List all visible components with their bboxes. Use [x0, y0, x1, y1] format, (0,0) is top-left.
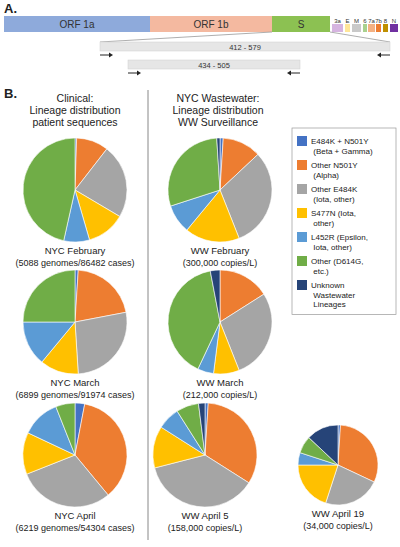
pie-slice: Other (D614G, etc.) [56, 403, 75, 455]
divider [148, 90, 149, 540]
column-header: Clinical: [57, 92, 94, 104]
pie-slice: Other (D614G, etc.) [168, 271, 220, 369]
pie: E484K + N501Y (Beta + Gamma)Other N501Y … [23, 270, 127, 374]
pie: E484K + N501Y (Beta + Gamma)Other N501Y … [23, 138, 127, 242]
pie: E484K + N501Y (Beta + Gamma)Other N501Y … [23, 403, 127, 507]
gene-label: E [345, 18, 349, 24]
gene-label: ORF 1a [59, 19, 94, 30]
pie-slice: Other (D614G, etc.) [23, 138, 75, 241]
gene-box [345, 24, 350, 32]
pie-subtitle: (6899 genomes/91974 cases) [15, 390, 134, 400]
gene-box [352, 24, 361, 32]
gene-label: 6 [363, 18, 367, 24]
pie: Other N501Y (Alpha)Other E484K (Iota, ot… [168, 270, 272, 374]
pie-slice: L452R (Epsilon, Iota, other) [23, 322, 75, 362]
legend-swatch [297, 136, 307, 146]
primer [128, 73, 138, 74]
legend-entry: Other (D614G, etc.) [311, 257, 363, 276]
background [0, 0, 400, 547]
zoom-line [330, 32, 390, 42]
gene-box [390, 24, 398, 32]
pie-subtitle: (212,000 copies/L) [183, 390, 258, 400]
panel-label: A. [4, 1, 17, 16]
pie-slice: S477N (Iota, other) [298, 465, 338, 503]
legend-entry: S477N (Iota, other) [311, 209, 356, 228]
legend-entry: Unknown Wastewater Lineages [311, 281, 355, 309]
gene-box [376, 24, 381, 32]
column-header: Lineage distribution [172, 104, 263, 116]
pie-slice: Unknown Wastewater Lineages [198, 403, 205, 455]
gene-label: N [392, 18, 396, 24]
gene-box [383, 24, 388, 32]
column-header: NYC Wastewater: [176, 92, 259, 104]
gene-label: S [298, 19, 305, 30]
legend-entry: Other N501Y (Alpha) [311, 161, 358, 180]
pie-subtitle: (300,000 copies/L) [183, 258, 258, 268]
legend-box [292, 128, 396, 315]
column-header: WW Surveillance [178, 116, 258, 128]
gene-box [272, 16, 330, 32]
gene-label: 8 [384, 18, 388, 24]
pie-title: WW April 5 [182, 510, 229, 521]
pie-title: WW February [191, 245, 250, 256]
primer-head [109, 53, 113, 58]
pie-slice: Other (D614G, etc.) [23, 270, 75, 322]
gene-label: 3a [334, 18, 341, 24]
pie-slice: Other (D614G, etc.) [168, 138, 220, 206]
pie-subtitle: (34,000 copies/L) [303, 521, 373, 531]
pie-slice: Unknown Wastewater Lineages [309, 425, 338, 465]
legend-swatch [297, 232, 307, 242]
legend-entry: L452R (Epsilon, Iota, other) [311, 233, 368, 252]
gene-box [332, 24, 343, 32]
gene-box [368, 24, 375, 32]
pie-slice: Other (D614G, etc.) [177, 403, 205, 455]
amplicon-label: 434 - 505 [198, 61, 230, 70]
gene-label: 7b [375, 18, 382, 24]
pie-slice: Unknown Wastewater Lineages [210, 270, 220, 322]
zoom-line [100, 32, 272, 42]
pie: E484K + N501Y (Beta + Gamma)Other N501Y … [298, 425, 378, 505]
primer [100, 55, 110, 56]
pie-title: NYC April [54, 510, 95, 521]
legend-swatch [297, 160, 307, 170]
legend: E484K + N501Y (Beta + Gamma) Other N501Y … [292, 128, 396, 315]
legend-entry: E484K + N501Y (Beta + Gamma) [311, 137, 373, 156]
pie-slice: Unknown Wastewater Lineages [217, 138, 220, 190]
pie: E484K + N501Y (Beta + Gamma)Other N501Y … [153, 403, 257, 507]
amplicon-label: 412 - 579 [229, 43, 261, 52]
primer-head [287, 71, 291, 76]
figure: A.ORF 1aORF 1bS3aEM67a7b8N412 - 579434 -… [0, 0, 400, 547]
primer-head [377, 53, 381, 58]
gene-label: ORF 1b [193, 19, 228, 30]
pie-subtitle: (5088 genomes/86482 cases) [15, 258, 134, 268]
amplicon-bar [128, 60, 300, 69]
primer [380, 55, 390, 56]
gene-box [150, 16, 272, 32]
gene-label: M [354, 18, 359, 24]
gene-box [363, 24, 367, 32]
legend-entry: Other E484K (Iota, other) [311, 185, 358, 204]
primer-head [137, 71, 141, 76]
pie-subtitle: (6219 genomes/54304 cases) [15, 523, 134, 533]
primer [290, 73, 300, 74]
pie-title: WW March [197, 377, 244, 388]
pie-title: NYC February [45, 245, 106, 256]
pie: E484K + N501Y (Beta + Gamma)Other N501Y … [168, 138, 272, 242]
column-header: Lineage distribution [29, 104, 120, 116]
legend-swatch [297, 208, 307, 218]
pie-title: WW April 19 [312, 508, 364, 519]
pie-title: NYC March [50, 377, 99, 388]
panel-label: B. [4, 86, 17, 101]
legend-swatch [297, 184, 307, 194]
legend-swatch [297, 280, 307, 290]
pie-slice: Other E484K (Iota, other) [75, 312, 127, 374]
legend-swatch [297, 256, 307, 266]
amplicon-bar [100, 42, 390, 51]
gene-box [4, 16, 150, 32]
pie-subtitle: (158,000 copies/L) [168, 523, 243, 533]
column-header: patient sequences [32, 116, 117, 128]
